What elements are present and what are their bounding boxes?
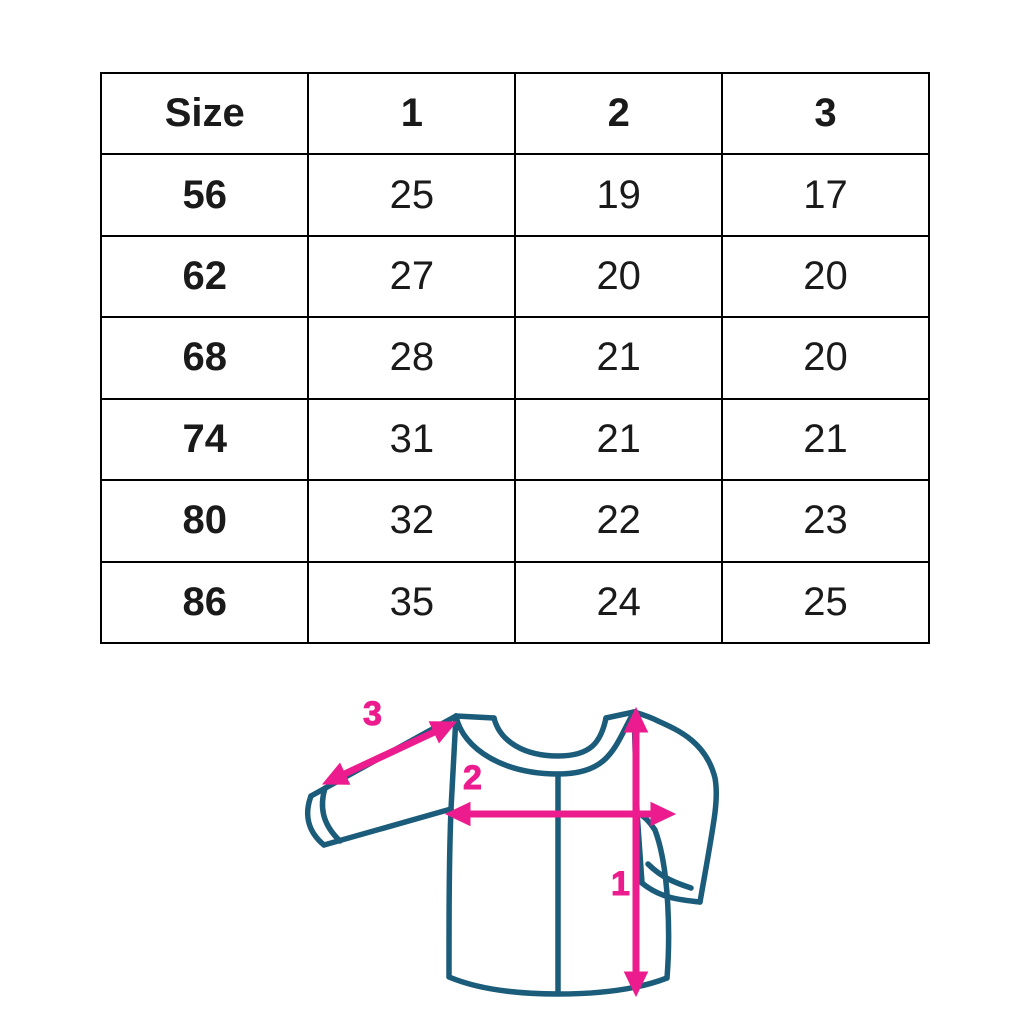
svg-text:2: 2 xyxy=(463,759,482,797)
svg-text:1: 1 xyxy=(611,865,630,903)
svg-text:3: 3 xyxy=(363,695,382,733)
